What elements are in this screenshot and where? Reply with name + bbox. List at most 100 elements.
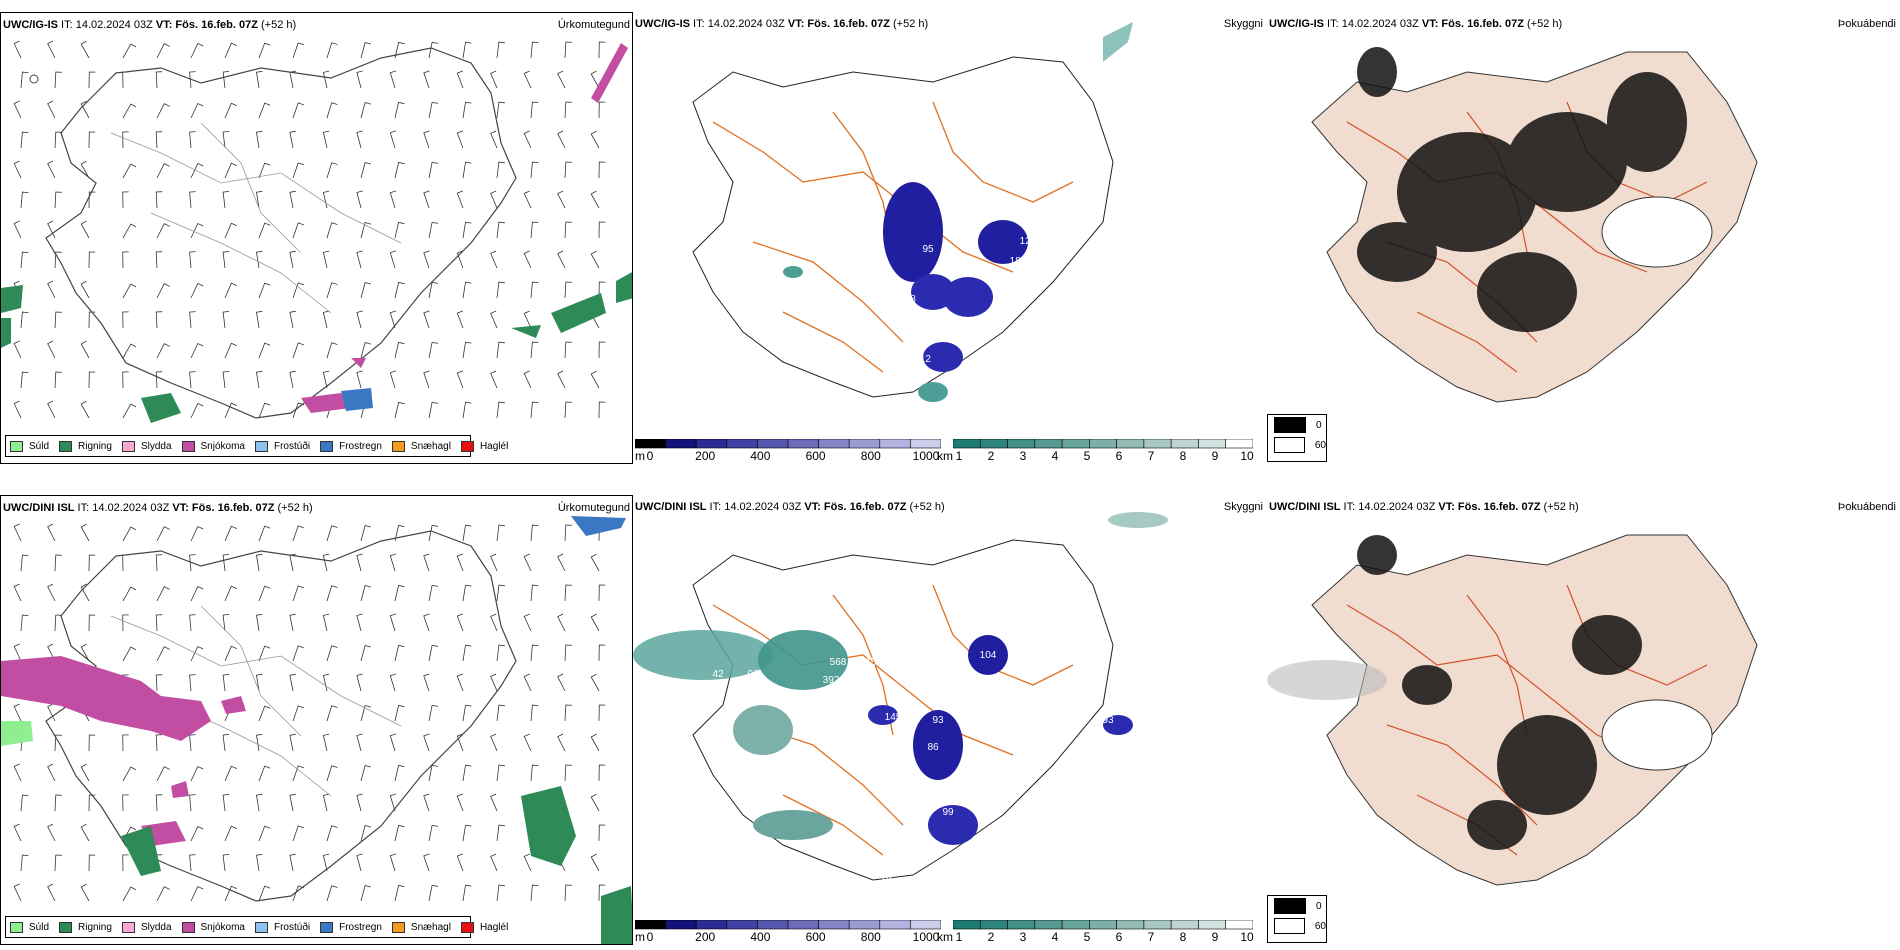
wind-barb [190,402,204,419]
wind-barb [20,131,29,149]
wind-barb [496,221,505,239]
wind-barb [389,613,397,632]
visibility-unit: km [937,449,953,463]
visibility-ticks: 1 2 3 4 5 6 7 8 9 10 [953,449,1254,463]
legend-label: Súld [29,440,50,452]
wind-barb [530,281,539,299]
cloud-base-value: 90 [972,186,984,197]
wind-barb [13,400,22,419]
wind-barb [530,101,539,119]
wind-barb [80,823,90,842]
colorbar-tick-label: 3 [1019,930,1027,944]
wind-barb [292,342,305,359]
wind-barb [456,250,464,269]
wind-barb [530,341,539,359]
wind-barb [155,311,163,329]
wind-barb [190,162,204,179]
wind-barb [326,885,338,902]
wind-barb [428,161,439,179]
colorbar-tick-label: 800 [860,930,881,944]
wind-barb [360,282,372,299]
wind-barb [590,130,600,149]
precip-type-map-row1: UWC/IG-IS IT: 14.02.2024 03Z VT: Fös. 16… [0,12,633,464]
wind-barb [258,102,271,119]
wind-barb [462,341,472,359]
colorbar-segment [757,438,789,449]
wind-barb [292,42,305,59]
wind-barb [360,162,372,179]
wind-barb [360,825,372,842]
wind-barb [222,614,230,632]
wind-barb [428,644,439,662]
cloud-base-value: 8 [910,294,916,305]
wind-barb [189,674,196,692]
colorbar-segment [1061,438,1090,449]
wind-barb [20,371,29,389]
wind-barb [289,853,296,872]
wind-barb [326,525,338,542]
wind-barb [456,190,464,209]
legend-swatch [10,921,23,933]
wind-barb [523,853,532,872]
wind-barb [423,190,430,209]
wind-barb [322,673,330,692]
wind-barb [47,100,56,119]
wind-barb [292,825,305,842]
wind-barb [256,190,263,209]
cloud-base-value: 126 [1020,236,1037,247]
colorbar-segment [848,438,881,449]
wind-barb [557,130,566,149]
legend-label: Frostúði [273,921,311,933]
wind-barb [80,100,90,119]
precip-legend-item: Frostregn [320,921,382,933]
fog-legend-item: 0 [1268,896,1326,916]
legend-label: Súld [29,921,50,933]
wind-barb [156,283,170,299]
wind-barb [496,644,505,662]
wind-barb [496,524,505,542]
wind-barb [326,585,338,602]
wind-barb [47,523,56,542]
wind-barb [496,341,505,359]
wind-barb [292,162,305,179]
legend-label: Rigning [78,440,112,452]
wind-barb [122,766,137,782]
wind-barb [389,190,397,209]
wind-barb [564,221,572,239]
wind-barb [256,310,263,329]
wind-barb [224,282,237,299]
cloud-base-value: 180 [1010,256,1027,267]
wind-barb [122,586,137,602]
wind-barb [598,584,606,602]
wind-barb [88,614,96,632]
wind-barb [490,553,498,572]
wind-barb [360,585,372,602]
wind-barb [356,250,363,269]
wind-barb [356,793,363,812]
wind-barb [156,886,170,902]
wind-barb [189,854,196,872]
wind-barb [322,853,330,872]
wind-barb [523,190,532,209]
wind-barb [20,614,29,632]
legend-swatch [391,921,405,933]
fog-legend-label: 0 [1316,900,1322,912]
wind-barb [490,250,498,269]
wind-barb [389,553,397,572]
iceland-wind-barb-map [1,40,632,423]
wind-barb [423,733,430,752]
wind-barb [122,886,137,902]
legend-label: Haglél [479,440,509,452]
wind-barb [394,221,405,239]
visibility-colorbar: km 1 2 3 4 5 6 7 8 9 10 [937,438,1254,464]
wind-barb [360,342,372,359]
wind-barb [496,41,505,59]
wind-barb [462,644,472,662]
colorbar-segment [818,919,850,930]
wind-barb [20,794,29,812]
wind-barb [462,884,472,902]
cloud-base-value: 568 [830,657,847,668]
wind-barb [423,793,430,812]
colorbar-tick-label: 6 [1115,930,1123,944]
wind-barb [222,674,230,692]
